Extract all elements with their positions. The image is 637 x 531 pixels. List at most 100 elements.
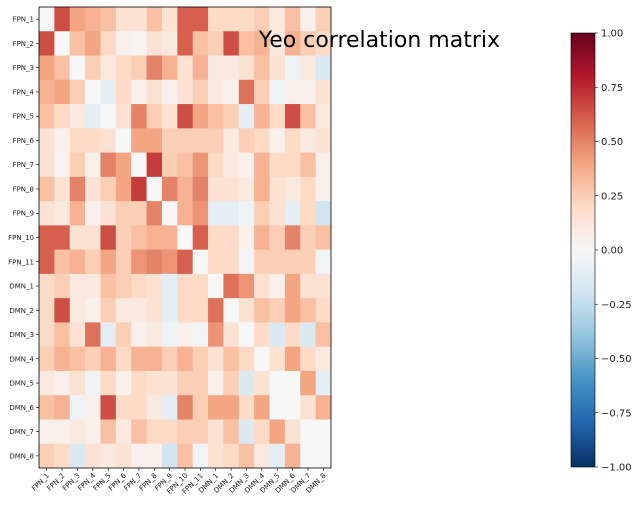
heatmap-cell-FPN_3-DMN_5 (269, 55, 286, 81)
heatmap-cell-FPN_10-DMN_6 (284, 225, 301, 251)
heatmap-cell-FPN_10-FPN_7 (131, 225, 147, 251)
heatmap-cell-DMN_4-FPN_6 (115, 346, 132, 372)
heatmap-cell-FPN_1-FPN_8 (146, 7, 163, 32)
heatmap-cell-FPN_8-FPN_11 (192, 176, 209, 202)
y-tick-label: FPN_1 (13, 16, 34, 24)
heatmap-cell-FPN_4-FPN_10 (177, 79, 194, 105)
heatmap-cell-FPN_8-FPN_10 (177, 176, 194, 202)
heatmap-cell-DMN_7-FPN_7 (131, 419, 147, 445)
heatmap-cell-DMN_2-DMN_5 (269, 298, 286, 323)
heatmap-cell-FPN_11-FPN_2 (54, 249, 71, 275)
heatmap-cell-FPN_2-FPN_7 (131, 31, 147, 56)
heatmap-cell-FPN_9-DMN_7 (300, 201, 317, 226)
heatmap-cell-DMN_5-FPN_1 (39, 370, 55, 396)
heatmap-cell-FPN_4-FPN_1 (39, 79, 55, 105)
heatmap-cell-FPN_8-DMN_3 (238, 176, 255, 202)
heatmap-cell-FPN_3-FPN_5 (100, 55, 117, 81)
heatmap-cell-DMN_8-FPN_2 (54, 443, 71, 469)
heatmap-cell-FPN_7-DMN_2 (223, 152, 240, 178)
heatmap-cell-DMN_6-FPN_8 (146, 395, 163, 420)
heatmap-cell-FPN_3-FPN_7 (131, 55, 147, 81)
heatmap-cell-FPN_6-FPN_6 (115, 128, 132, 153)
heatmap-cell-DMN_1-DMN_5 (269, 273, 286, 299)
heatmap-cell-FPN_1-FPN_10 (177, 7, 194, 32)
heatmap-cell-DMN_4-FPN_8 (146, 346, 163, 372)
heatmap-cell-FPN_2-FPN_9 (161, 31, 178, 56)
heatmap-cell-DMN_5-DMN_3 (238, 370, 255, 396)
heatmap-cell-DMN_6-FPN_7 (131, 395, 147, 420)
heatmap-cell-DMN_7-DMN_5 (269, 419, 286, 445)
heatmap-cell-FPN_8-FPN_1 (39, 176, 55, 202)
heatmap-cell-FPN_3-FPN_4 (85, 55, 101, 81)
heatmap-cell-FPN_6-FPN_4 (85, 128, 101, 153)
heatmap-cell-FPN_9-DMN_6 (284, 201, 301, 226)
colorbar-tick-label: 0.00 (601, 246, 623, 257)
heatmap-cell-FPN_5-FPN_6 (115, 104, 132, 129)
heatmap-cell-FPN_9-FPN_10 (177, 201, 194, 226)
heatmap-cell-DMN_8-FPN_4 (85, 443, 101, 469)
heatmap-cell-FPN_4-DMN_1 (208, 79, 224, 105)
heatmap-cell-FPN_8-DMN_1 (208, 176, 224, 202)
heatmap-cell-FPN_6-FPN_3 (69, 128, 86, 153)
heatmap-cell-DMN_8-FPN_1 (39, 443, 55, 469)
heatmap-cell-FPN_7-FPN_5 (100, 152, 117, 178)
heatmap-cell-FPN_6-DMN_2 (223, 128, 240, 153)
heatmap-cell-FPN_7-FPN_6 (115, 152, 132, 178)
heatmap-cell-FPN_6-DMN_8 (315, 128, 332, 153)
heatmap-cell-DMN_4-DMN_1 (208, 346, 224, 372)
y-tick-label: DMN_8 (9, 452, 34, 460)
heatmap-cell-FPN_5-DMN_7 (300, 104, 317, 129)
heatmap-cell-FPN_1-FPN_11 (192, 7, 209, 32)
heatmap-cell-DMN_6-DMN_8 (315, 395, 332, 420)
heatmap-cell-FPN_1-DMN_2 (223, 7, 240, 32)
heatmap-cell-FPN_2-DMN_7 (300, 31, 317, 56)
heatmap-cell-DMN_3-FPN_7 (131, 322, 147, 348)
heatmap-cell-FPN_10-FPN_4 (85, 225, 101, 251)
heatmap-cell-FPN_5-FPN_2 (54, 104, 71, 129)
heatmap-cell-FPN_7-FPN_7 (131, 152, 147, 178)
heatmap-cell-DMN_4-FPN_7 (131, 346, 147, 372)
heatmap-cell-DMN_6-FPN_6 (115, 395, 132, 420)
heatmap-cell-FPN_5-FPN_8 (146, 104, 163, 129)
heatmap-cell-DMN_5-FPN_2 (54, 370, 71, 396)
heatmap-cell-FPN_9-FPN_4 (85, 201, 101, 226)
heatmap-cell-DMN_8-FPN_10 (177, 443, 194, 469)
y-tick-label: DMN_1 (9, 283, 34, 291)
heatmap-cell-FPN_11-FPN_8 (146, 249, 163, 275)
heatmap-cell-FPN_6-FPN_7 (131, 128, 147, 153)
heatmap-cell-FPN_3-FPN_8 (146, 55, 163, 81)
heatmap-cell-FPN_11-FPN_7 (131, 249, 147, 275)
heatmap-cell-FPN_11-FPN_4 (85, 249, 101, 275)
heatmap-cell-FPN_11-DMN_1 (208, 249, 224, 275)
heatmap-cell-FPN_6-FPN_1 (39, 128, 55, 153)
heatmap-cell-DMN_2-FPN_5 (100, 298, 117, 323)
heatmap-cell-FPN_11-DMN_7 (300, 249, 317, 275)
heatmap-cell-FPN_5-FPN_3 (69, 104, 86, 129)
heatmap-cell-DMN_4-FPN_3 (69, 346, 86, 372)
heatmap-cell-FPN_5-DMN_1 (208, 104, 224, 129)
y-tick-label: DMN_3 (9, 331, 34, 339)
heatmap-cell-DMN_6-DMN_7 (300, 395, 317, 420)
y-tick-label: FPN_4 (13, 88, 35, 96)
heatmap-cell-DMN_6-FPN_11 (192, 395, 209, 420)
heatmap-cell-FPN_1-FPN_3 (69, 7, 86, 32)
y-tick-label: FPN_5 (13, 113, 34, 121)
heatmap-cell-FPN_7-FPN_4 (85, 152, 101, 178)
y-tick-label: DMN_6 (9, 404, 34, 412)
y-tick-label: DMN_7 (9, 428, 34, 436)
heatmap-cell-FPN_1-FPN_5 (100, 7, 117, 32)
colorbar-tick-label: −0.75 (601, 408, 632, 419)
heatmap-cell-DMN_8-DMN_2 (223, 443, 240, 469)
heatmap-cell-DMN_6-FPN_1 (39, 395, 55, 420)
heatmap-cell-DMN_1-FPN_1 (39, 273, 55, 299)
heatmap-cell-FPN_2-FPN_6 (115, 31, 132, 56)
heatmap-cell-FPN_2-FPN_8 (146, 31, 163, 56)
heatmap-cell-DMN_7-DMN_2 (223, 419, 240, 445)
heatmap-cell-DMN_2-FPN_6 (115, 298, 132, 323)
y-tick-label: DMN_5 (9, 380, 34, 388)
heatmap-cell-FPN_3-FPN_11 (192, 55, 209, 81)
heatmap-cell-DMN_3-FPN_4 (85, 322, 101, 348)
heatmap-cell-DMN_1-DMN_6 (284, 273, 301, 299)
heatmap-cell-DMN_8-FPN_6 (115, 443, 132, 469)
heatmap-cell-DMN_8-FPN_3 (69, 443, 86, 469)
